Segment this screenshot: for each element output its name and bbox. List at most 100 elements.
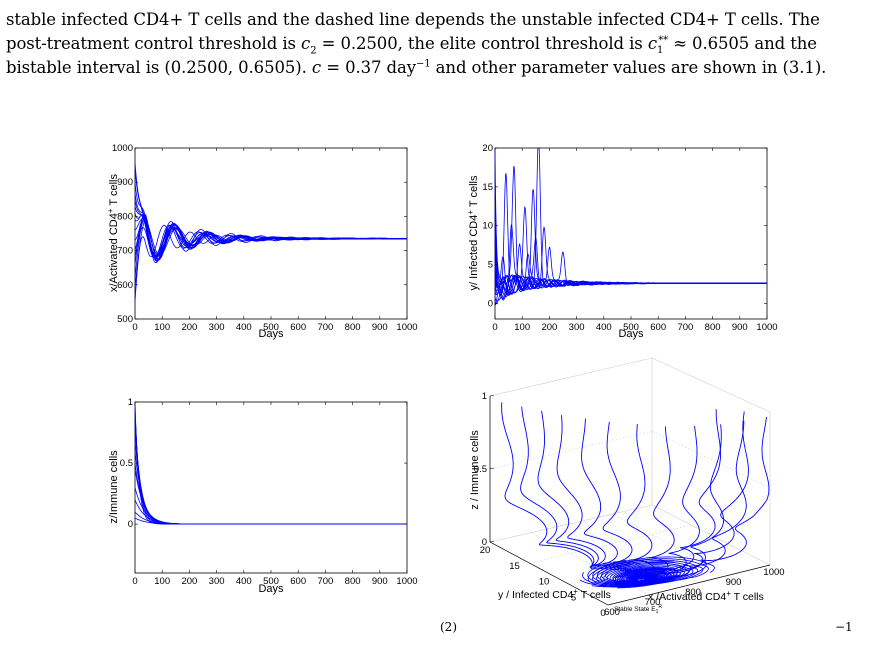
text-run: bistable interval is (0.2500, 0.6505). — [6, 58, 312, 77]
x-tick-label: 300 — [209, 322, 225, 333]
y-axis-label: z/Immune cells — [108, 450, 120, 524]
z-tick-label: 1 — [482, 391, 487, 402]
trajectory-line — [134, 517, 407, 525]
x-tick-label: 100 — [154, 576, 170, 587]
math-sub: 1 — [656, 45, 664, 57]
x-tick-label: 600 — [650, 322, 666, 333]
panel-y: 0 100 200 300 400 500 600 700 800 900 1000 0 5 10 15 20… — [466, 143, 778, 340]
text-run: post-treatment control threshold is — [6, 34, 302, 53]
z-tick — [489, 540, 495, 543]
y-tick-label: 1000 — [112, 143, 133, 154]
x-tick-label: 800 — [685, 587, 701, 598]
x-axis-label: Days — [258, 328, 284, 340]
x-tick-label: 0 — [492, 322, 497, 333]
z-tick — [489, 394, 495, 397]
x-tick-label: 100 — [154, 322, 170, 333]
trajectory-line — [520, 406, 645, 585]
x-tick-label: 500 — [623, 322, 639, 333]
trajectories — [494, 147, 767, 306]
trajectory-line — [602, 421, 656, 581]
text-run: ≈ 0.6505 and the — [668, 34, 817, 53]
x-axis-label: Days — [258, 583, 284, 595]
x-tick-label: 300 — [569, 322, 585, 333]
z-axis-label: z / Immune cells — [469, 430, 481, 510]
x-tick-label: 900 — [372, 576, 388, 587]
y-tick-label: 600 — [117, 280, 133, 291]
y-tick-label: 5 — [488, 260, 493, 271]
x-tick-label: 200 — [541, 322, 557, 333]
z-tick-label: 0.5 — [474, 464, 487, 475]
spiral-line — [587, 556, 715, 588]
y-tick-label: 20 — [480, 545, 491, 556]
z-tick — [489, 467, 495, 470]
plot-frame — [494, 147, 768, 320]
ticks: 0 100 200 300 400 500 600 700 800 900 1000 0 0.5 1 — [120, 397, 418, 587]
trajectories — [501, 402, 770, 589]
y-tick-label: 10 — [482, 221, 493, 232]
math-sub: 2 — [310, 45, 317, 57]
y-tick-label: 1 — [128, 397, 133, 408]
x-tick-label: 900 — [732, 322, 748, 333]
axes-box — [489, 357, 771, 606]
x-tick-label: 800 — [705, 322, 721, 333]
y-axis-label: y/ Infected CD4+ T cells — [466, 175, 480, 290]
x-tick-label: 200 — [181, 322, 197, 333]
trajectory-line — [134, 199, 408, 259]
x-tick-label: 400 — [236, 576, 252, 587]
x-axis-label: x /Activated CD4+ T cells — [648, 589, 764, 603]
x-tick-label: 700 — [317, 576, 333, 587]
y-tick-label: 500 — [117, 314, 133, 325]
math-c: c — [311, 58, 322, 77]
y-tick-label: 20 — [482, 143, 493, 154]
x-tick-label: 900 — [726, 577, 742, 588]
panel-z: 0 100 200 300 400 500 600 700 800 900 1000 0 0.5 1 Da… — [108, 397, 418, 595]
math-sup: ** — [658, 34, 669, 46]
x-tick-label: 400 — [596, 322, 612, 333]
x-axis-label: Days — [618, 328, 644, 340]
trajectories — [134, 161, 408, 302]
y-tick-label: 0 — [488, 298, 493, 309]
trajectory-line — [581, 418, 651, 580]
ticks: 0 100 200 300 400 500 600 700 800 900 1000 500 600 70… — [112, 143, 418, 333]
x-tick-label: 1000 — [396, 576, 417, 587]
y-tick-label: 5 — [571, 592, 576, 603]
x-tick-label: 1000 — [756, 322, 777, 333]
y-tick-label: 15 — [482, 182, 493, 193]
y-axis-label: y / Infected CD4+ T cells — [498, 587, 611, 601]
x-tick-label: 500 — [263, 576, 279, 587]
trajectory-line — [501, 402, 652, 584]
x-tick-label: 0 — [132, 322, 137, 333]
z-tick-label: 0 — [482, 537, 487, 548]
y-axis-label: x/Activated CD4+ T cells — [106, 174, 120, 292]
x-tick-label: 400 — [236, 322, 252, 333]
y-tick-label: 0 — [128, 519, 133, 530]
trajectory-line — [537, 410, 640, 583]
y-tick-label: 0 — [600, 608, 605, 619]
y-tick-label: 700 — [117, 246, 133, 257]
x-tick-label: 900 — [372, 322, 388, 333]
x-tick-label: 100 — [514, 322, 530, 333]
x-tick-label: 300 — [209, 576, 225, 587]
x-tick-label: 600 — [290, 576, 306, 587]
text-run: = 0.37 day — [321, 58, 416, 77]
x-tick-label: 600 — [604, 607, 620, 618]
paragraph-line-2: post-treatment control threshold is c2 =… — [6, 32, 886, 56]
caption-superscript: (2) — [440, 620, 457, 634]
x-tick-label: 200 — [181, 576, 197, 587]
y-tick-label: 0.5 — [120, 458, 133, 469]
plot-frame — [134, 147, 408, 320]
plot-frame — [134, 401, 408, 574]
trajectory-line — [494, 236, 767, 306]
panel-x: 0 100 200 300 400 500 600 700 800 900 1000 500 600 70… — [106, 143, 418, 340]
paragraph-line-3: bistable interval is (0.2500, 0.6505). c… — [6, 56, 886, 80]
y-tick-label: 800 — [117, 211, 133, 222]
stable-state-label: Stable State E1R — [614, 604, 662, 615]
y-tick-label: 10 — [539, 577, 550, 588]
x-tick-label: 700 — [677, 322, 693, 333]
math-c: c — [301, 34, 311, 53]
math-sup: −1 — [415, 58, 431, 70]
math-c: c — [647, 34, 657, 53]
ticks: 0 100 200 300 400 500 600 700 800 900 1000 0 5 10 15 20 — [482, 143, 777, 333]
